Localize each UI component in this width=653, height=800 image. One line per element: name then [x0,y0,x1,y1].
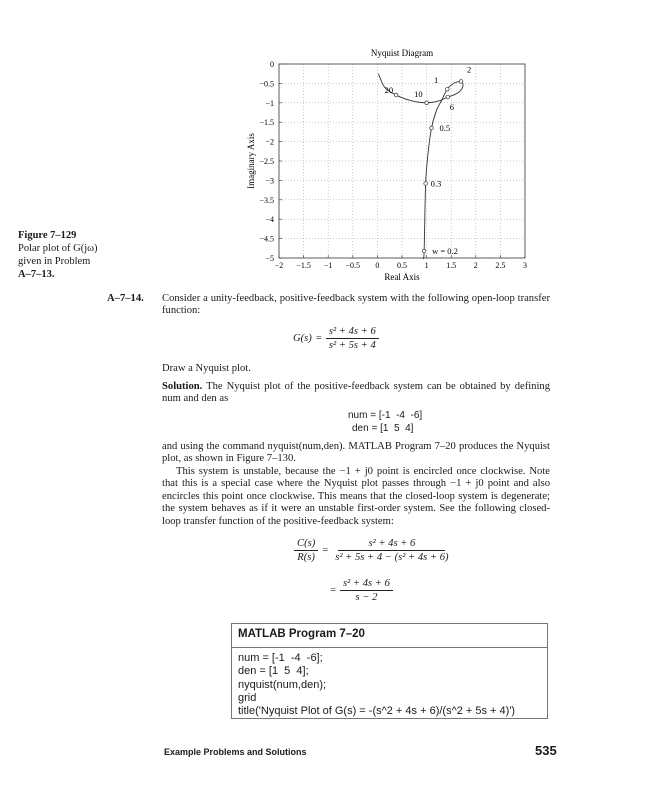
paragraph-3: This system is unstable, because the −1 … [162,466,550,527]
frequency-marker [445,87,450,92]
code-line: title('Nyquist Plot of G(s) = -(s^2 + 4s… [238,705,516,718]
nyquist-chart: Nyquist Diagram Real Axis Imaginary Axis… [246,48,527,282]
frequency-marker [429,125,434,131]
matlab-program-box: MATLAB Program 7–20 num = [-1 -4 -6]; de… [231,623,548,719]
frequency-marker [421,248,427,254]
x-tick-label: 1 [425,261,429,270]
den-line: den = [1 5 4] [352,423,414,434]
frequency-marker [423,181,428,186]
y-tick-label: −3 [265,176,274,185]
frequency-label: 2 [467,64,471,74]
figure-number: Figure 7–129 [18,230,77,241]
eq-numerator: s² + 4s + 6 [339,578,393,591]
paragraph-2: and using the command nyquist(num,den). … [162,441,550,465]
y-tick-label: −1 [265,99,274,108]
chart-title: Nyquist Diagram [371,48,433,58]
code-line: grid [238,691,257,704]
eq-lhs: G(s) [293,333,312,344]
eq-sign: = [322,545,329,556]
y-tick-label: −2 [265,138,274,147]
page-number: 535 [535,743,557,758]
x-tick-label: 2.5 [495,261,505,270]
problem-intro: Consider a unity-feedback, positive-feed… [162,293,550,317]
solution-text: The Nyquist plot of the positive-feedbac… [162,381,550,405]
frequency-marker [445,94,450,100]
task-text: Draw a Nyquist plot. [162,363,251,374]
y-axis-label: Imaginary Axis [246,133,256,189]
x-tick-label: 3 [523,261,527,270]
equation-closed-loop: C(s) R(s) = s² + 4s + 6 s² + 5s + 4 − (s² … [294,538,452,563]
eq-numerator: s² + 4s + 6 [338,538,446,551]
y-tick-label: 0 [270,60,274,69]
y-tick-label: −4.5 [259,235,274,244]
eq-denominator: s² + 5s + 4 [328,340,376,351]
frequency-marker [393,92,399,98]
frequency-label: 20 [385,85,394,95]
y-tick-label: −4 [265,215,274,224]
code-line: num = [-1 -4 -6]; [238,652,323,664]
frequency-label: 1 [434,75,438,85]
solution-label: Solution. [162,381,203,392]
equation-g: G(s) = s² + 4s + 6 s² + 5s + 4 [293,326,379,351]
problem-id: A–7–14. [107,293,144,304]
frequency-marker [424,100,429,105]
figure-caption: Figure 7–129 Polar plot of G(jω) given i… [18,229,98,281]
code-line: den = [1 5 4]; [238,665,309,678]
eq-numerator: s² + 4s + 6 [325,326,379,339]
x-tick-label: 0 [375,261,379,270]
frequency-label: 10 [414,89,423,99]
eq-denominator: s − 2 [355,592,378,603]
x-tick-label: −0.5 [346,261,361,270]
frequency-label: 0.3 [431,179,442,189]
y-tick-label: −1.5 [259,118,274,127]
eq-sign: = [330,585,336,596]
solution-paragraph: Solution. The Nyquist plot of the positi… [162,381,550,406]
frequency-label: 0.5 [440,123,451,133]
program-title: MATLAB Program 7–20 [232,624,547,648]
caption-ref: A–7–13. [18,269,55,280]
code-line: nyquist(num,den); [238,678,327,691]
eq-sign: = [315,333,322,344]
y-tick-label: −3.5 [259,196,274,205]
y-tick-label: −2.5 [259,157,274,166]
num-line: num = [-1 -4 -6] [348,410,423,421]
plot-frame [278,63,526,259]
y-tick-label: −0.5 [259,79,274,88]
footer-section: Example Problems and Solutions [164,747,307,757]
y-tick-label: −5 [265,254,274,263]
caption-line: given in Problem [18,256,91,267]
x-tick-label: 2 [474,261,478,270]
frequency-label: w = 0.2 [432,246,458,256]
caption-line: Polar plot of G(jω) [18,243,98,254]
x-tick-label: 0.5 [397,261,407,270]
x-tick-label: −2 [275,261,284,270]
x-axis-label: Real Axis [384,272,420,282]
x-tick-label: 1.5 [446,261,456,270]
eq-denominator: s² + 5s + 4 − (s² + 4s + 6) [335,552,449,563]
x-tick-label: −1.5 [296,261,311,270]
eq-lhs-denominator: R(s) [297,552,315,563]
frequency-marker [458,79,464,84]
eq-lhs-numerator: C(s) [294,538,319,551]
x-tick-label: −1 [324,261,333,270]
frequency-label: 6 [450,102,454,112]
